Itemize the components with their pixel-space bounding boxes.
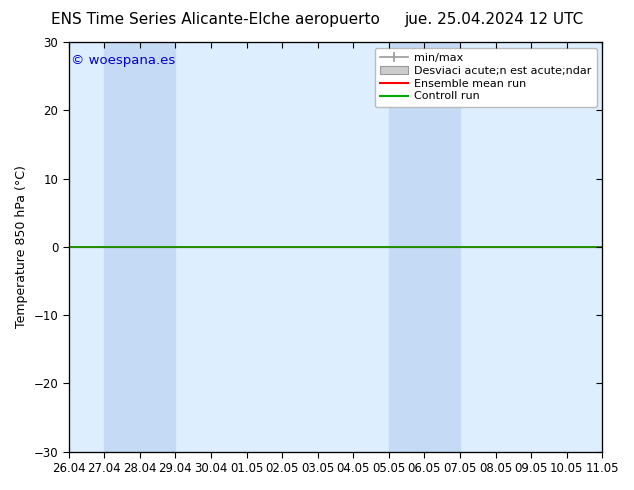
Text: ENS Time Series Alicante-Elche aeropuerto: ENS Time Series Alicante-Elche aeropuert… [51,12,380,27]
Bar [389,42,460,452]
Bar [104,42,176,452]
Text: © woespana.es: © woespana.es [72,54,176,67]
Text: jue. 25.04.2024 12 UTC: jue. 25.04.2024 12 UTC [404,12,583,27]
Legend: min/max, Desviaci acute;n est acute;ndar, Ensemble mean run, Controll run: min/max, Desviaci acute;n est acute;ndar… [375,48,597,107]
Y-axis label: Temperature 850 hPa (°C): Temperature 850 hPa (°C) [15,166,28,328]
